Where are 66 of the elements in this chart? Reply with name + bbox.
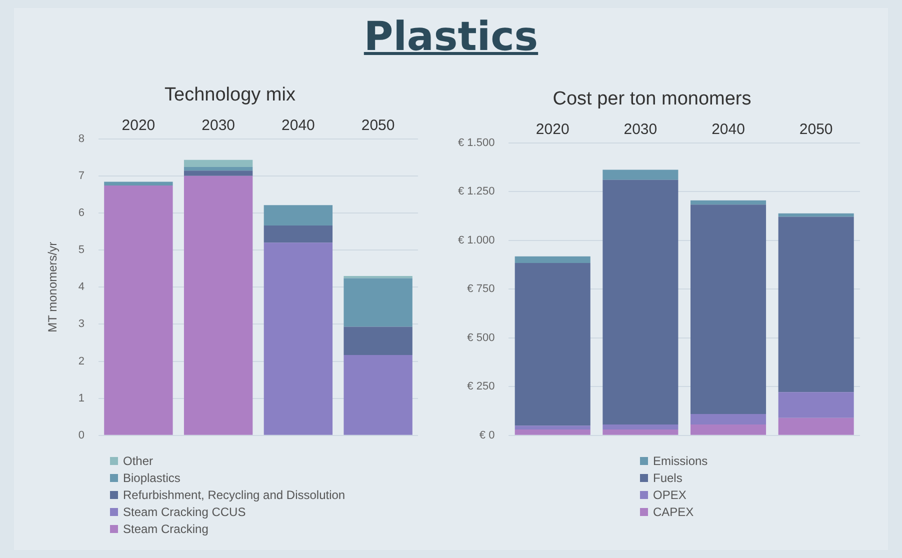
legend-label: Other	[123, 454, 154, 468]
bar	[778, 216, 854, 392]
text: Plastics	[364, 14, 538, 60]
bar	[602, 170, 678, 180]
y-tick-label: € 1.500	[458, 136, 495, 149]
bar	[602, 424, 678, 430]
bar	[264, 205, 333, 226]
legend-label: Refurbishment, Recycling and Dissolution	[123, 488, 346, 502]
y-tick-label: € 250	[467, 380, 495, 393]
bar	[264, 226, 333, 243]
y-axis-title: MT monomers/yr	[46, 242, 60, 332]
bar	[514, 262, 590, 426]
bar	[690, 414, 766, 424]
y-tick-label: € 1.000	[458, 234, 495, 246]
y-tick-label: 2	[78, 355, 85, 368]
y-tick-label: 1	[78, 392, 85, 404]
bar	[690, 424, 766, 435]
y-tick-label: € 500	[467, 332, 495, 344]
y-tick-label: € 0	[479, 429, 495, 442]
legend-label: Fuels	[653, 470, 682, 484]
x-tick-label: 2050	[799, 120, 833, 138]
y-tick-label: 5	[78, 244, 85, 256]
y-tick-label: € 750	[467, 283, 495, 296]
y-tick-label: 0	[78, 429, 85, 442]
bar	[344, 354, 412, 435]
chart-title: Technology mix	[164, 84, 296, 106]
y-tick-label: 6	[78, 206, 85, 219]
legend-label: Emissions	[653, 454, 708, 468]
bar	[104, 186, 173, 435]
bar	[778, 418, 854, 435]
bar	[184, 160, 253, 167]
bar	[184, 166, 253, 171]
bar	[690, 200, 766, 205]
y-tick-label: 7	[78, 170, 85, 182]
y-tick-label: € 1.250	[458, 186, 495, 198]
chart-title: Cost per ton monomers	[552, 88, 752, 110]
y-tick-label: 4	[78, 281, 85, 294]
bar	[778, 213, 854, 217]
x-tick-label: 2030	[202, 116, 236, 134]
bar	[104, 182, 173, 186]
x-tick-label: 2040	[282, 116, 315, 134]
bar	[690, 204, 766, 414]
legend-label: OPEX	[653, 488, 686, 502]
bar	[344, 326, 412, 355]
bar	[264, 242, 333, 435]
bar	[514, 430, 590, 435]
bar	[184, 170, 253, 176]
y-tick-label: 3	[78, 318, 85, 330]
x-tick-label: 2020	[536, 120, 570, 138]
legend-label: Steam Cracking	[123, 522, 208, 536]
legend-label: CAPEX	[653, 504, 694, 518]
bar	[602, 430, 678, 435]
x-tick-label: 2040	[712, 120, 745, 138]
legend-label: Bioplastics	[123, 470, 180, 484]
x-tick-label: 2020	[122, 116, 156, 134]
bar	[778, 392, 854, 418]
bar	[184, 176, 253, 435]
y-tick-label: 8	[78, 132, 85, 145]
x-tick-label: 2030	[624, 120, 658, 138]
bar	[514, 256, 590, 263]
legend-label: Steam Cracking CCUS	[123, 504, 246, 518]
bar	[344, 276, 412, 278]
bar	[514, 426, 590, 430]
bar	[344, 278, 412, 327]
bar	[602, 180, 678, 424]
x-tick-label: 2050	[361, 116, 395, 134]
